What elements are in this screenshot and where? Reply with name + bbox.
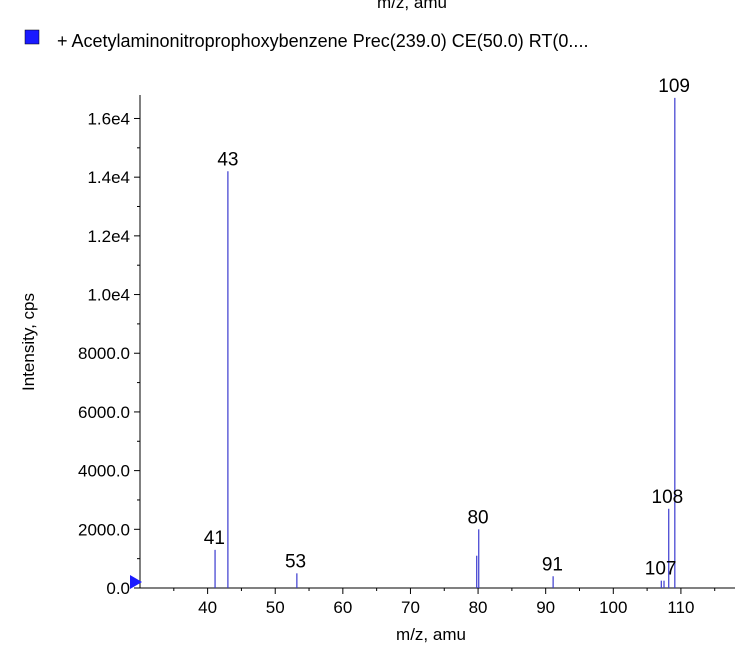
x-tick-label: 80 (469, 598, 488, 617)
peak-label: 43 (217, 149, 238, 170)
peak-label: 41 (204, 528, 225, 549)
x-tick-label: 60 (333, 598, 352, 617)
x-tick-label: 100 (599, 598, 627, 617)
x-tick-label: 50 (266, 598, 285, 617)
y-tick-label: 1.6e4 (87, 109, 130, 128)
tick-marks: 0.0 2000.0 4000.0 6000.0 8000.0 1.0e4 1.2e4 1.4… (78, 109, 716, 617)
peak-label: 91 (542, 554, 563, 575)
peak-label: 109 (658, 76, 690, 97)
y-tick-label: 0.0 (106, 579, 130, 598)
y-tick-label: 2000.0 (78, 520, 130, 539)
legend-swatch (24, 29, 40, 45)
y-tick-label: 4000.0 (78, 462, 130, 481)
y-tick-label: 1.0e4 (87, 286, 130, 305)
peak-label: 53 (285, 551, 306, 572)
legend: + Acetylaminonitroprophoxybenzene Prec(2… (24, 29, 588, 51)
x-tick-label: 110 (667, 598, 694, 617)
peaks (214, 97, 676, 588)
origin-marker-icon[interactable] (130, 575, 142, 589)
x-tick-label: 90 (536, 598, 555, 617)
x-tick-label: 70 (401, 598, 420, 617)
x-axis-title: m/z, amu (396, 625, 466, 644)
y-axis-title: Intensity, cps (19, 293, 38, 391)
y-tick-label: 1.2e4 (87, 227, 130, 246)
peak-label: 107 (645, 559, 677, 580)
peak-label: 80 (467, 507, 488, 528)
peak-labels: 41 43 53 80 91 107 108 109 (204, 76, 690, 580)
x-tick-label: 40 (198, 598, 217, 617)
clipped-axis-title: m/z, amu (377, 0, 447, 12)
peak-label: 108 (652, 487, 684, 508)
y-tick-label: 1.4e4 (87, 168, 130, 187)
y-tick-label: 8000.0 (78, 344, 130, 363)
y-tick-label: 6000.0 (78, 403, 130, 422)
legend-label: + Acetylaminonitroprophoxybenzene Prec(2… (57, 31, 588, 51)
